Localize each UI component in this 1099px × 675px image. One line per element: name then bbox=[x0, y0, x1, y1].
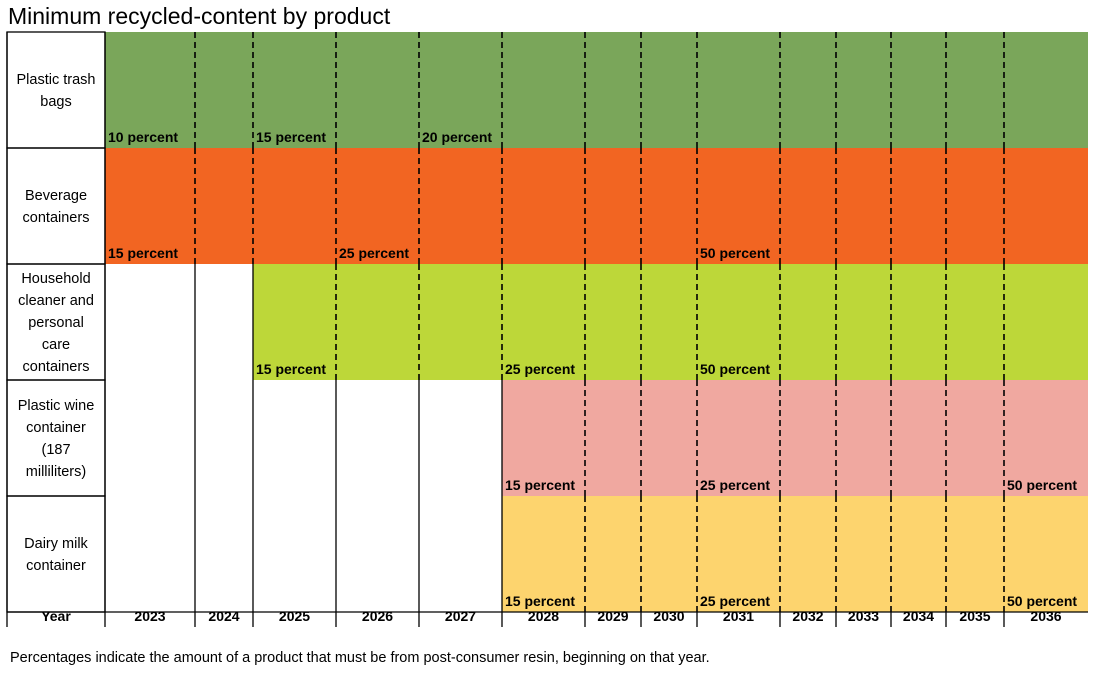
milestone-label-1-3: 20 percent bbox=[422, 129, 492, 145]
row-label-box-5 bbox=[6, 495, 106, 613]
milestone-label-2-1: 15 percent bbox=[108, 245, 178, 261]
row-label-3-line-2: cleaner and bbox=[18, 293, 94, 309]
milestone-label-3-1: 15 percent bbox=[256, 361, 326, 377]
milestone-label-3-2: 25 percent bbox=[505, 361, 575, 377]
year-tick-2023: 2023 bbox=[134, 608, 165, 624]
year-tick-2030: 2030 bbox=[653, 608, 684, 624]
grid-layer: Plastic trash bags Beverage containers House… bbox=[6, 31, 1088, 627]
year-tick-2032: 2032 bbox=[792, 608, 823, 624]
band-4 bbox=[502, 380, 1088, 496]
row-label-3-line-1: Household bbox=[21, 271, 90, 287]
year-tick-2026: 2026 bbox=[362, 608, 393, 624]
year-tick-2034: 2034 bbox=[903, 608, 934, 624]
row-label-5-line-2: container bbox=[26, 558, 86, 574]
row-label-4-line-2: container bbox=[26, 420, 86, 436]
year-tick-2031: 2031 bbox=[723, 608, 754, 624]
row-label-3-line-5: containers bbox=[23, 359, 90, 375]
year-tick-2027: 2027 bbox=[445, 608, 476, 624]
year-tick-2035: 2035 bbox=[959, 608, 990, 624]
chart-title: Minimum recycled-content by product bbox=[8, 3, 391, 29]
row-label-3-line-3: personal bbox=[28, 315, 84, 331]
milestone-label-2-2: 25 percent bbox=[339, 245, 409, 261]
band-1 bbox=[105, 32, 1088, 148]
milestone-label-1-1: 10 percent bbox=[108, 129, 178, 145]
row-label-2-line-1: Beverage bbox=[25, 188, 87, 204]
year-tick-2028: 2028 bbox=[528, 608, 559, 624]
row-label-box-1 bbox=[6, 31, 106, 149]
year-tick-2025: 2025 bbox=[279, 608, 310, 624]
row-label-3-line-4: care bbox=[42, 337, 70, 353]
footnote: Percentages indicate the amount of a pro… bbox=[10, 650, 710, 666]
recycled-content-chart: Minimum recycled-content by product Plas… bbox=[6, 3, 1088, 627]
milestone-label-5-3: 50 percent bbox=[1007, 593, 1077, 609]
row-label-1-line-1: Plastic trash bbox=[17, 72, 96, 88]
band-2 bbox=[105, 148, 1088, 264]
year-tick-2024: 2024 bbox=[208, 608, 239, 624]
year-tick-2029: 2029 bbox=[597, 608, 628, 624]
milestone-label-4-2: 25 percent bbox=[700, 477, 770, 493]
year-axis-header: Year bbox=[41, 608, 71, 624]
row-label-4-line-4: milliliters) bbox=[26, 464, 86, 480]
milestone-label-5-1: 15 percent bbox=[505, 593, 575, 609]
year-tick-2036: 2036 bbox=[1030, 608, 1061, 624]
row-label-2-line-2: containers bbox=[23, 210, 90, 226]
milestone-label-2-3: 50 percent bbox=[700, 245, 770, 261]
milestone-label-4-1: 15 percent bbox=[505, 477, 575, 493]
row-label-4-line-1: Plastic wine bbox=[18, 398, 95, 414]
row-label-4-line-3: (187 bbox=[41, 442, 70, 458]
row-label-box-2 bbox=[6, 147, 106, 265]
milestone-label-5-2: 25 percent bbox=[700, 593, 770, 609]
band-5 bbox=[502, 496, 1088, 612]
year-tick-2033: 2033 bbox=[848, 608, 879, 624]
milestone-label-4-3: 50 percent bbox=[1007, 477, 1077, 493]
row-label-1-line-2: bags bbox=[40, 94, 71, 110]
milestone-label-1-2: 15 percent bbox=[256, 129, 326, 145]
milestone-label-3-3: 50 percent bbox=[700, 361, 770, 377]
band-3 bbox=[253, 264, 1088, 380]
row-label-5-line-1: Dairy milk bbox=[24, 536, 88, 552]
